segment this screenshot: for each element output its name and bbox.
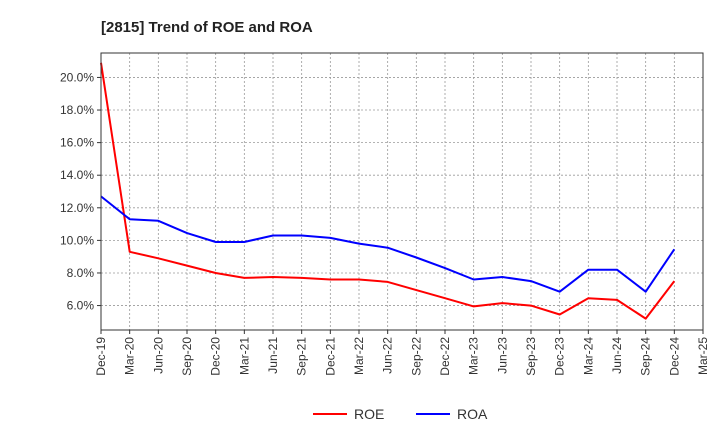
plot-frame: [100, 52, 704, 331]
x-tick-label: Mar-23: [467, 337, 481, 375]
y-tick-label: 14.0%: [60, 168, 94, 182]
y-tick-label: 16.0%: [60, 136, 94, 150]
series-lines: [100, 62, 676, 320]
y-tick-label: 12.0%: [60, 201, 94, 215]
x-tick-label: Mar-24: [581, 337, 595, 375]
x-tick-label: Jun-22: [381, 337, 395, 374]
x-tick-label: Jun-23: [495, 337, 509, 374]
x-tick-label: Dec-22: [438, 337, 452, 376]
x-tick-label: Sep-21: [295, 337, 309, 376]
x-tick-label: Mar-22: [352, 337, 366, 375]
y-axis-ticks: 6.0% 8.0% 10.0% 12.0% 14.0% 16.0% 18.0% 20.0%: [60, 70, 101, 313]
x-tick-label: Mar-21: [237, 337, 251, 375]
y-tick-label: 8.0%: [67, 266, 95, 280]
x-tick-label: Sep-24: [639, 337, 653, 376]
x-axis-ticks: Dec-19 Mar-20 Jun-20 Sep-20 Dec-20 Mar-21 Jun-…: [94, 330, 710, 376]
legend: ROE ROA: [313, 406, 488, 422]
grid: [101, 53, 703, 330]
series-line-roe: [100, 62, 676, 320]
y-tick-label: 6.0%: [67, 299, 95, 313]
x-tick-label: Sep-23: [524, 337, 538, 376]
y-tick-label: 10.0%: [60, 233, 94, 247]
y-tick-label: 18.0%: [60, 103, 94, 117]
x-tick-label: Mar-20: [123, 337, 137, 375]
x-tick-label: Dec-20: [209, 337, 223, 376]
x-tick-label: Sep-20: [180, 337, 194, 376]
y-tick-label: 20.0%: [60, 70, 94, 84]
legend-label-roe: ROE: [354, 406, 384, 422]
x-tick-label: Dec-19: [94, 337, 108, 376]
x-tick-label: Jun-20: [151, 337, 165, 374]
x-tick-label: Dec-21: [323, 337, 337, 376]
x-tick-label: Dec-23: [553, 337, 567, 376]
legend-label-roa: ROA: [457, 406, 488, 422]
series-line-roa: [100, 195, 676, 293]
chart-title: [2815] Trend of ROE and ROA: [101, 19, 313, 36]
x-tick-label: Dec-24: [667, 337, 681, 376]
x-tick-label: Sep-22: [409, 337, 423, 376]
x-tick-label: Jun-21: [266, 337, 280, 374]
x-tick-label: Jun-24: [610, 337, 624, 374]
x-tick-label: Mar-25: [696, 337, 710, 375]
